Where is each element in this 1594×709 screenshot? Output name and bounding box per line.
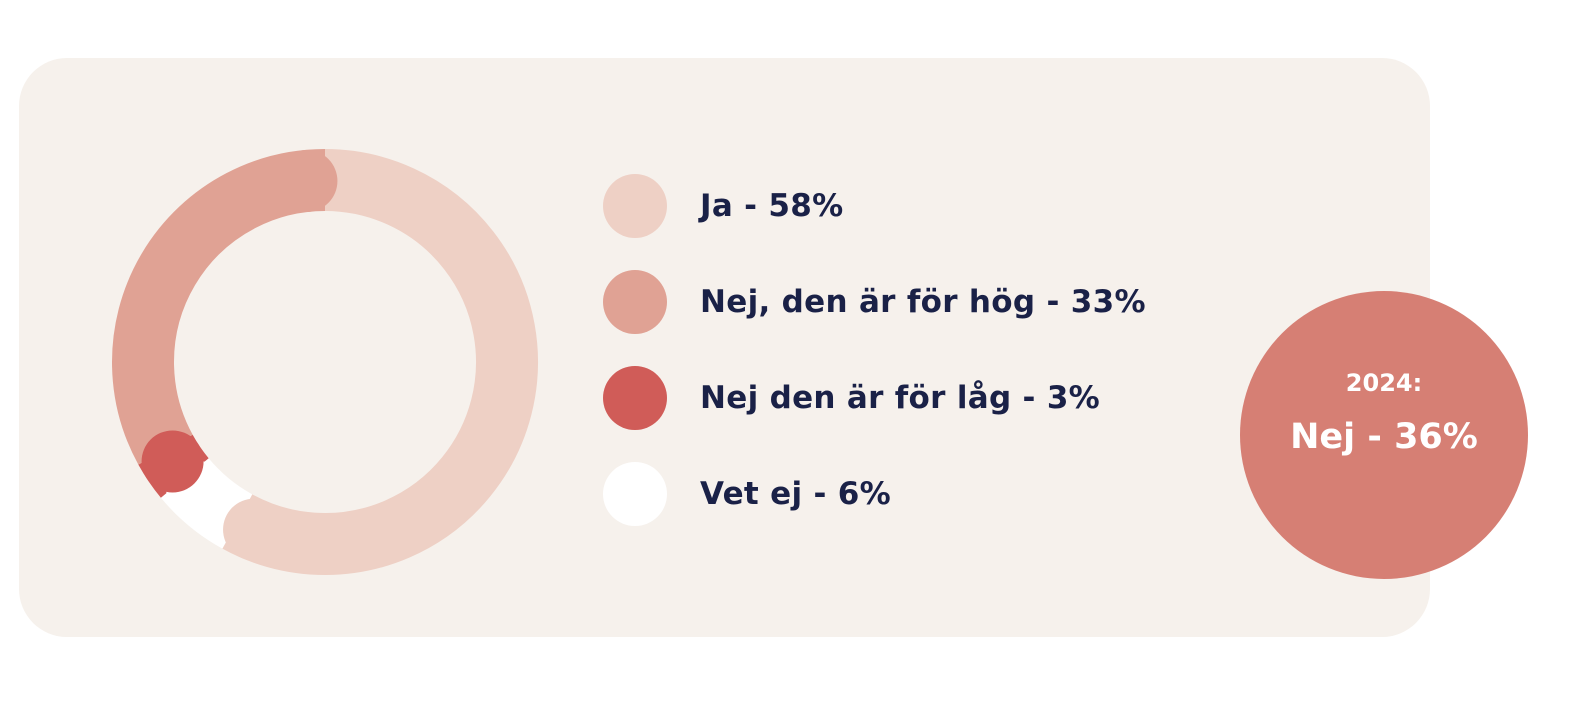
legend-item-nej-lag: Nej den är för låg - 3%	[603, 366, 1146, 430]
donut-segment-cap-nej-lag	[141, 430, 204, 493]
legend: Ja - 58% Nej, den är för hög - 33% Nej d…	[603, 174, 1146, 558]
legend-dot-nej-hog	[603, 270, 667, 334]
legend-item-vet-ej: Vet ej - 6%	[603, 462, 1146, 526]
legend-dot-nej-lag	[603, 366, 667, 430]
badge-value: Nej - 36%	[1290, 417, 1478, 457]
legend-label: Nej den är för låg - 3%	[700, 380, 1101, 416]
legend-item-ja: Ja - 58%	[603, 174, 1146, 238]
donut-segment-cap-ja	[223, 498, 286, 561]
donut-segment-nej-hog	[112, 149, 326, 465]
legend-label: Ja - 58%	[700, 188, 844, 224]
comparison-badge: 2024: Nej - 36%	[1240, 291, 1528, 579]
legend-item-nej-hog: Nej, den är för hög - 33%	[603, 270, 1146, 334]
legend-dot-ja	[603, 174, 667, 238]
donut-segment-cap-nej-hog	[275, 149, 338, 212]
donut-segment-ja	[222, 149, 538, 575]
legend-dot-vet-ej	[603, 462, 667, 526]
badge-year: 2024:	[1345, 369, 1423, 397]
legend-label: Vet ej - 6%	[700, 476, 891, 512]
legend-label: Nej, den är för hög - 33%	[700, 284, 1146, 320]
